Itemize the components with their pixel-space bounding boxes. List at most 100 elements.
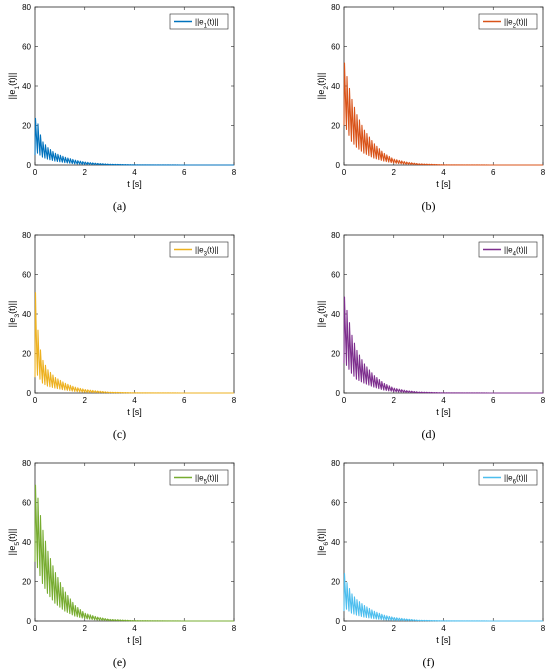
- y-tick-label: 0: [27, 617, 32, 626]
- x-tick-label: 0: [342, 168, 347, 177]
- y-tick-label: 60: [331, 43, 340, 52]
- y-tick-label: 80: [22, 231, 31, 240]
- x-tick-label: 6: [182, 624, 187, 633]
- y-tick-label: 20: [22, 578, 31, 587]
- x-tick-label: 8: [232, 396, 237, 405]
- plot-area: [34, 6, 235, 166]
- chart-panel-1: 0 20 40 60 80 0 2 4 6 8 t [s] ||e1(t)|| ||e1(t)|| (a): [7, 3, 237, 213]
- y-tick-label: 0: [336, 617, 341, 626]
- plot-area: [343, 462, 544, 622]
- y-tick-label: 20: [22, 350, 31, 359]
- chart-panel-2: 0 20 40 60 80 0 2 4 6 8 t [s] ||e2(t)|| ||e2(t)|| (b): [316, 3, 546, 213]
- legend-box: [478, 13, 538, 30]
- x-tick-label: 8: [232, 168, 237, 177]
- subcaption: (d): [422, 427, 436, 441]
- series-line: [34, 292, 235, 394]
- y-tick-label: 80: [331, 231, 340, 240]
- y-tick-label: 60: [22, 43, 31, 52]
- y-tick-label: 40: [22, 310, 31, 319]
- x-tick-label: 8: [541, 624, 546, 633]
- legend-entry: ||e3(t)||: [195, 246, 219, 258]
- subcaption: (a): [113, 199, 126, 213]
- subcaption: (b): [422, 199, 436, 213]
- y-tick-label: 40: [22, 82, 31, 91]
- x-tick-label: 4: [441, 396, 446, 405]
- x-tick-label: 2: [392, 624, 397, 633]
- x-tick-label: 0: [33, 624, 38, 633]
- x-tick-label: 2: [83, 396, 88, 405]
- x-tick-label: 6: [182, 168, 187, 177]
- x-tick-label: 8: [541, 168, 546, 177]
- y-tick-label: 20: [331, 578, 340, 587]
- y-axis-label: ||e3(t)||: [7, 301, 21, 328]
- legend-entry: ||e1(t)||: [195, 18, 219, 30]
- chart-panel-6: 0 20 40 60 80 0 2 4 6 8 t [s] ||e6(t)|| ||e6(t)|| (f): [316, 459, 546, 669]
- x-axis-label: t [s]: [127, 179, 142, 189]
- legend-entry: ||e4(t)||: [504, 246, 528, 258]
- y-tick-label: 20: [22, 122, 31, 131]
- y-tick-label: 40: [331, 310, 340, 319]
- x-tick-label: 2: [83, 168, 88, 177]
- y-tick-label: 80: [22, 3, 31, 12]
- x-tick-label: 8: [232, 624, 237, 633]
- x-axis-label: t [s]: [436, 635, 451, 645]
- x-tick-label: 4: [441, 624, 446, 633]
- y-tick-label: 20: [331, 350, 340, 359]
- series-line: [343, 573, 544, 622]
- x-axis-label: t [s]: [127, 407, 142, 417]
- legend-box: [169, 469, 229, 486]
- y-axis-label: ||e2(t)||: [316, 73, 330, 100]
- y-tick-label: 40: [22, 538, 31, 547]
- y-tick-label: 20: [331, 122, 340, 131]
- x-tick-label: 4: [441, 168, 446, 177]
- x-tick-label: 6: [491, 624, 496, 633]
- y-axis-label: ||e5(t)||: [7, 529, 21, 556]
- x-tick-label: 2: [392, 396, 397, 405]
- x-tick-label: 6: [491, 396, 496, 405]
- series-line: [34, 484, 235, 622]
- legend-box: [478, 241, 538, 258]
- legend-entry: ||e5(t)||: [195, 474, 219, 486]
- y-tick-label: 40: [331, 82, 340, 91]
- x-tick-label: 0: [342, 624, 347, 633]
- subcaption: (e): [113, 655, 126, 669]
- series-line: [343, 62, 544, 166]
- plot-area: [34, 462, 235, 622]
- chart-panel-4: 0 20 40 60 80 0 2 4 6 8 t [s] ||e4(t)|| ||e4(t)|| (d): [316, 231, 546, 441]
- plot-area: [343, 6, 544, 166]
- x-tick-label: 4: [132, 624, 137, 633]
- x-tick-label: 6: [182, 396, 187, 405]
- y-tick-label: 0: [27, 161, 32, 170]
- x-tick-label: 0: [342, 396, 347, 405]
- x-tick-label: 6: [491, 168, 496, 177]
- y-tick-label: 80: [331, 459, 340, 468]
- y-tick-label: 60: [331, 271, 340, 280]
- y-axis-label: ||e1(t)||: [7, 73, 21, 100]
- legend-box: [169, 13, 229, 30]
- y-tick-label: 0: [27, 389, 32, 398]
- plot-area: [343, 234, 544, 394]
- x-tick-label: 2: [392, 168, 397, 177]
- y-tick-label: 0: [336, 161, 341, 170]
- series-line: [34, 117, 235, 166]
- x-tick-label: 0: [33, 168, 38, 177]
- y-tick-label: 60: [331, 499, 340, 508]
- y-tick-label: 80: [22, 459, 31, 468]
- x-axis-label: t [s]: [436, 407, 451, 417]
- subcaption: (f): [423, 655, 435, 669]
- chart-panel-5: 0 20 40 60 80 0 2 4 6 8 t [s] ||e5(t)|| ||e5(t)|| (e): [7, 459, 237, 669]
- x-axis-label: t [s]: [127, 635, 142, 645]
- y-tick-label: 0: [336, 389, 341, 398]
- x-tick-label: 4: [132, 168, 137, 177]
- x-axis-label: t [s]: [436, 179, 451, 189]
- x-tick-label: 4: [132, 396, 137, 405]
- x-tick-label: 8: [541, 396, 546, 405]
- y-tick-label: 80: [331, 3, 340, 12]
- y-tick-label: 40: [331, 538, 340, 547]
- chart-panel-3: 0 20 40 60 80 0 2 4 6 8 t [s] ||e3(t)|| ||e3(t)|| (c): [7, 231, 237, 441]
- y-axis-label: ||e4(t)||: [316, 301, 330, 328]
- legend-entry: ||e6(t)||: [504, 474, 528, 486]
- y-tick-label: 60: [22, 271, 31, 280]
- y-tick-label: 60: [22, 499, 31, 508]
- subcaption: (c): [113, 427, 126, 441]
